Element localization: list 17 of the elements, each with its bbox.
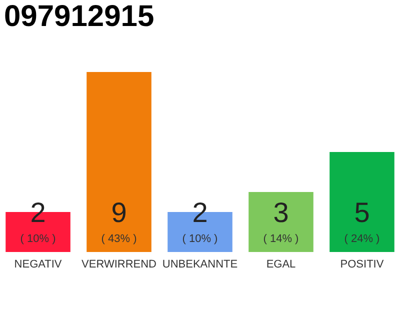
- data-label: 5: [354, 197, 370, 228]
- x-tick-label: EGAL: [266, 258, 296, 270]
- bar: [330, 152, 394, 252]
- chart-title: 097912915: [4, 0, 154, 33]
- x-tick-label: POSITIV: [340, 258, 384, 270]
- x-tick-label: UNBEKANNTE: [162, 258, 238, 270]
- annotation: ( 10% ): [182, 233, 218, 245]
- bar: [248, 192, 314, 252]
- bar: [86, 72, 152, 252]
- data-label: 9: [111, 197, 127, 228]
- x-tick-label: VERWIRREND: [82, 258, 157, 270]
- x-tick-label: NEGATIV: [14, 258, 62, 270]
- data-label: 3: [273, 197, 289, 228]
- annotation: ( 10% ): [20, 233, 56, 245]
- annotation: ( 14% ): [263, 233, 299, 245]
- annotation: ( 43% ): [101, 233, 137, 245]
- annotation: ( 24% ): [344, 233, 380, 245]
